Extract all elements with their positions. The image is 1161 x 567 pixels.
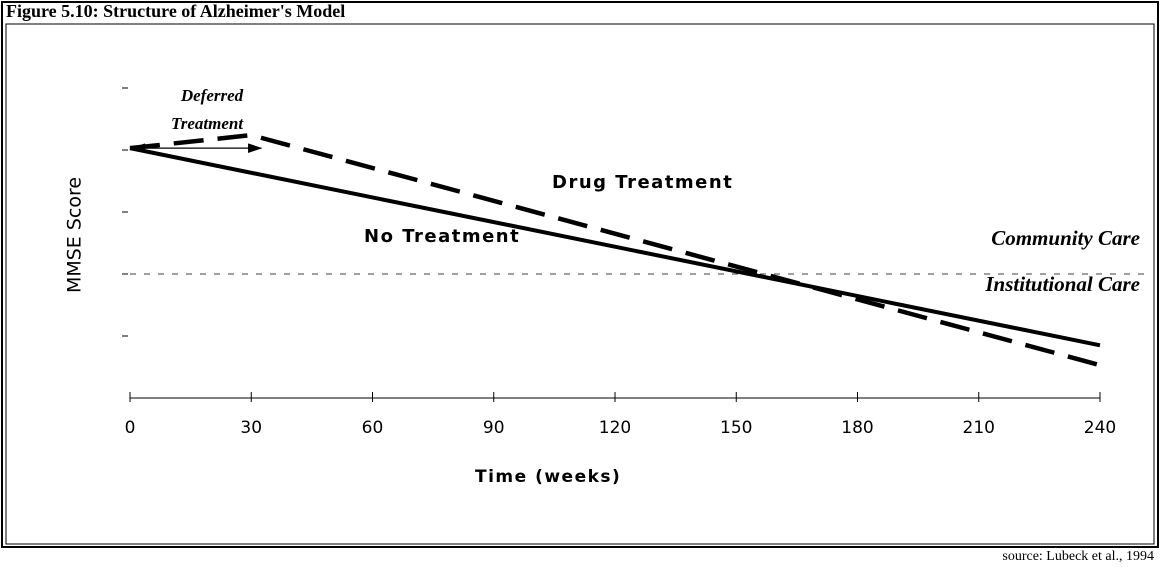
x-tick-label: 240: [1084, 418, 1116, 438]
x-tick-label: 0: [125, 418, 136, 438]
x-tick-label: 30: [240, 418, 262, 438]
x-tick-label: 210: [963, 418, 995, 438]
annotation: Institutional Care: [984, 272, 1140, 296]
plot-frame: [5, 23, 1155, 545]
source: source: Lubeck et al., 1994: [1002, 549, 1154, 564]
chart-title: Figure 5.10: Structure of Alzheimer's Mo…: [6, 1, 345, 21]
annotation: Deferred Treatment: [171, 86, 244, 133]
y-axis-title: MMSE Score: [64, 177, 86, 293]
annotation-line: Deferred: [180, 86, 244, 105]
series-line: [129, 146, 1101, 348]
x-tick-label: 180: [841, 418, 873, 438]
x-tick-label: 60: [362, 418, 384, 438]
x-tick-label: 90: [483, 418, 505, 438]
series-label: Drug Treatment: [552, 172, 733, 193]
series-label: No Treatment: [364, 226, 520, 247]
series-line: [129, 132, 1101, 368]
x-tick-label: 150: [720, 418, 752, 438]
outer-frame: [1, 1, 1159, 548]
annotation: Community Care: [991, 226, 1140, 250]
x-tick-label: 120: [599, 418, 631, 438]
x-axis-title: Time (weeks): [475, 467, 621, 487]
annotation-line: Treatment: [171, 114, 244, 133]
